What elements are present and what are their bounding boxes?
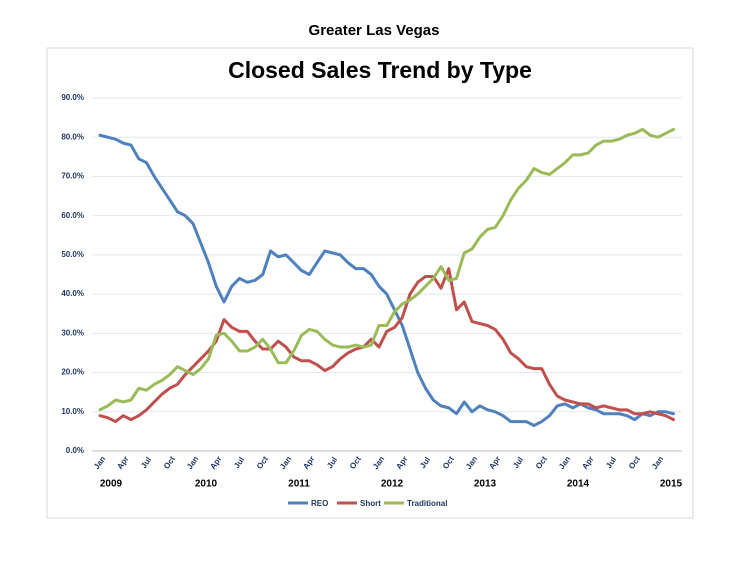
y-tick-label: 30.0% <box>61 328 84 337</box>
year-label: 2015 <box>660 479 683 490</box>
series-line <box>98 133 675 428</box>
y-tick-label: 50.0% <box>61 250 84 259</box>
y-tick-label: 90.0% <box>61 93 84 102</box>
year-label: 2014 <box>567 479 590 490</box>
y-tick-label: 70.0% <box>61 172 84 181</box>
y-tick-label: 10.0% <box>61 407 84 416</box>
series-line <box>98 267 675 424</box>
legend-label: REO <box>311 499 328 508</box>
chart-title: Closed Sales Trend by Type <box>228 57 532 83</box>
y-tick-label: 20.0% <box>61 368 84 377</box>
series-line <box>98 127 675 412</box>
y-tick-label: 40.0% <box>61 289 84 298</box>
legend-label: Traditional <box>407 499 447 508</box>
y-tick-label: 0.0% <box>66 446 84 455</box>
year-label: 2013 <box>474 479 497 490</box>
header: Greater Las Vegas <box>309 22 440 39</box>
year-label: 2012 <box>381 479 404 490</box>
year-label: 2009 <box>100 479 123 490</box>
year-label: 2010 <box>195 479 218 490</box>
y-tick-label: 80.0% <box>61 132 84 141</box>
year-label: 2011 <box>288 479 310 490</box>
legend-label: Short <box>360 499 381 508</box>
y-tick-label: 60.0% <box>61 211 84 220</box>
chart-frame <box>46 47 694 519</box>
